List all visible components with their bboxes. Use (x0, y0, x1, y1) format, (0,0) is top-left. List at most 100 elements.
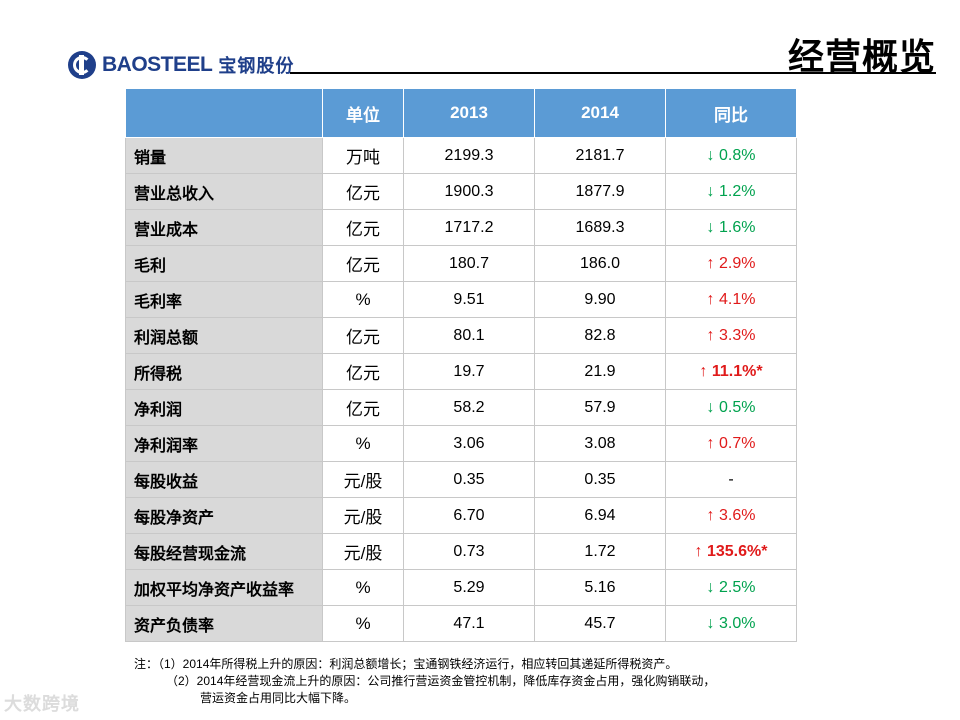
table-row: 所得税 亿元 19.7 21.9 ↑ 11.1%* (125, 353, 797, 390)
row-label: 净利润 (125, 389, 323, 426)
row-yoy-change: ↑ 4.1% (665, 281, 797, 318)
row-value-2014: 82.8 (534, 317, 666, 354)
row-yoy-change: ↑ 2.9% (665, 245, 797, 282)
row-value-2014: 21.9 (534, 353, 666, 390)
row-value-2013: 5.29 (403, 569, 535, 606)
logo-english: BAOSTEEL (102, 53, 213, 76)
row-value-2014: 1.72 (534, 533, 666, 570)
row-value-2013: 0.35 (403, 461, 535, 498)
table-row: 净利润 亿元 58.2 57.9 ↓ 0.5% (125, 389, 797, 426)
row-value-2014: 186.0 (534, 245, 666, 282)
table-row: 资产负债率% 47.1 45.7 ↓ 3.0% (125, 605, 797, 642)
row-yoy-change: ↓ 1.6% (665, 209, 797, 246)
row-unit: 亿元 (322, 173, 404, 210)
table-row: 净利润率% 3.06 3.08 ↑ 0.7% (125, 425, 797, 462)
row-unit: 亿元 (322, 389, 404, 426)
table-row: 销量 万吨 2199.3 2181.7 ↓ 0.8% (125, 137, 797, 174)
row-yoy-change: ↑ 135.6%* (665, 533, 797, 570)
row-yoy-change: ↓ 0.5% (665, 389, 797, 426)
row-value-2013: 180.7 (403, 245, 535, 282)
row-yoy-change: ↑ 11.1%* (665, 353, 797, 390)
row-unit: % (322, 425, 404, 462)
row-value-2014: 2181.7 (534, 137, 666, 174)
row-unit: 万吨 (322, 137, 404, 174)
row-label: 每股经营现金流 (125, 533, 323, 570)
page-title: 经营概览 (787, 36, 936, 77)
row-value-2014: 6.94 (534, 497, 666, 534)
table-row: 加权平均净资产收益率% 5.29 5.16 ↓ 2.5% (125, 569, 797, 606)
row-value-2013: 9.51 (403, 281, 535, 318)
header-cell-unit: 单位 (322, 88, 404, 138)
row-value-2014: 1877.9 (534, 173, 666, 210)
row-value-2013: 6.70 (403, 497, 535, 534)
row-unit: 亿元 (322, 245, 404, 282)
row-unit: 亿元 (322, 353, 404, 390)
baosteel-logo-icon (68, 51, 96, 79)
table-row: 营业成本 亿元 1717.2 1689.3 ↓ 1.6% (125, 209, 797, 246)
row-value-2013: 47.1 (403, 605, 535, 642)
row-value-2013: 0.73 (403, 533, 535, 570)
row-value-2014: 0.35 (534, 461, 666, 498)
table-row: 每股经营现金流 元/股 0.73 1.72 ↑ 135.6%* (125, 533, 797, 570)
row-label: 每股收益 (125, 461, 323, 498)
row-label: 毛利率 (125, 281, 323, 318)
row-value-2014: 5.16 (534, 569, 666, 606)
table-row: 毛利 亿元 180.7 186.0 ↑ 2.9% (125, 245, 797, 282)
logo-chinese: 宝钢股份 (218, 56, 295, 76)
footnote-3: 营运资金占用同比大幅下降。 (200, 691, 357, 705)
row-unit: 元/股 (322, 533, 404, 570)
row-unit: 亿元 (322, 317, 404, 354)
row-yoy-change: ↓ 3.0% (665, 605, 797, 642)
row-yoy-change: ↓ 1.2% (665, 173, 797, 210)
row-yoy-change: ↑ 0.7% (665, 425, 797, 462)
row-unit: 亿元 (322, 209, 404, 246)
table-row: 营业总收入 亿元 1900.3 1877.9 ↓ 1.2% (125, 173, 797, 210)
row-label: 毛利 (125, 245, 323, 282)
row-value-2014: 1689.3 (534, 209, 666, 246)
table-row: 利润总额 亿元 80.1 82.8 ↑ 3.3% (125, 317, 797, 354)
row-label: 每股净资产 (125, 497, 323, 534)
row-value-2014: 57.9 (534, 389, 666, 426)
table-row: 每股净资产 元/股 6.70 6.94 ↑ 3.6% (125, 497, 797, 534)
table-row: 每股收益 元/股 0.35 0.35- (125, 461, 797, 498)
row-value-2013: 58.2 (403, 389, 535, 426)
row-label: 利润总额 (125, 317, 323, 354)
row-unit: % (322, 605, 404, 642)
row-value-2013: 2199.3 (403, 137, 535, 174)
row-yoy-change: ↓ 0.8% (665, 137, 797, 174)
footnotes: 注：（1）2014年所得税上升的原因：利润总额增长；宝通钢铁经济运行，相应转回其… (134, 656, 715, 707)
row-yoy-change: - (665, 461, 797, 498)
header-cell-blank (125, 88, 323, 138)
row-unit: 元/股 (322, 497, 404, 534)
row-label: 资产负债率 (125, 605, 323, 642)
row-label: 营业总收入 (125, 173, 323, 210)
row-value-2014: 3.08 (534, 425, 666, 462)
row-yoy-change: ↑ 3.6% (665, 497, 797, 534)
footnote-2: （2）2014年经营现金流上升的原因：公司推行营运资金管控机制，降低库存资金占用… (166, 674, 716, 688)
row-yoy-change: ↑ 3.3% (665, 317, 797, 354)
row-unit: % (322, 281, 404, 318)
header-cell-2014: 2014 (534, 88, 666, 138)
row-label: 所得税 (125, 353, 323, 390)
table-row: 毛利率% 9.51 9.90 ↑ 4.1% (125, 281, 797, 318)
row-yoy-change: ↓ 2.5% (665, 569, 797, 606)
row-value-2014: 9.90 (534, 281, 666, 318)
header-cell-yoy: 同比 (665, 88, 797, 138)
header-cell-2013: 2013 (403, 88, 535, 138)
baosteel-logo: BAOSTEEL 宝钢股份 (68, 49, 294, 81)
row-value-2014: 45.7 (534, 605, 666, 642)
financial-summary-table: 单位 2013 2014 同比 销量 万吨 2199.3 2181.7 ↓ 0.8% 营业… (125, 88, 797, 642)
row-value-2013: 80.1 (403, 317, 535, 354)
row-label: 营业成本 (125, 209, 323, 246)
footnote-1: 注：（1）2014年所得税上升的原因：利润总额增长；宝通钢铁经济运行，相应转回其… (134, 657, 678, 671)
watermark: 大数跨境 (4, 694, 80, 714)
row-label: 加权平均净资产收益率 (125, 569, 323, 606)
row-label: 销量 (125, 137, 323, 174)
row-value-2013: 1900.3 (403, 173, 535, 210)
row-label: 净利润率 (125, 425, 323, 462)
row-value-2013: 3.06 (403, 425, 535, 462)
title-divider (290, 72, 936, 74)
row-unit: 元/股 (322, 461, 404, 498)
row-unit: % (322, 569, 404, 606)
row-value-2013: 1717.2 (403, 209, 535, 246)
